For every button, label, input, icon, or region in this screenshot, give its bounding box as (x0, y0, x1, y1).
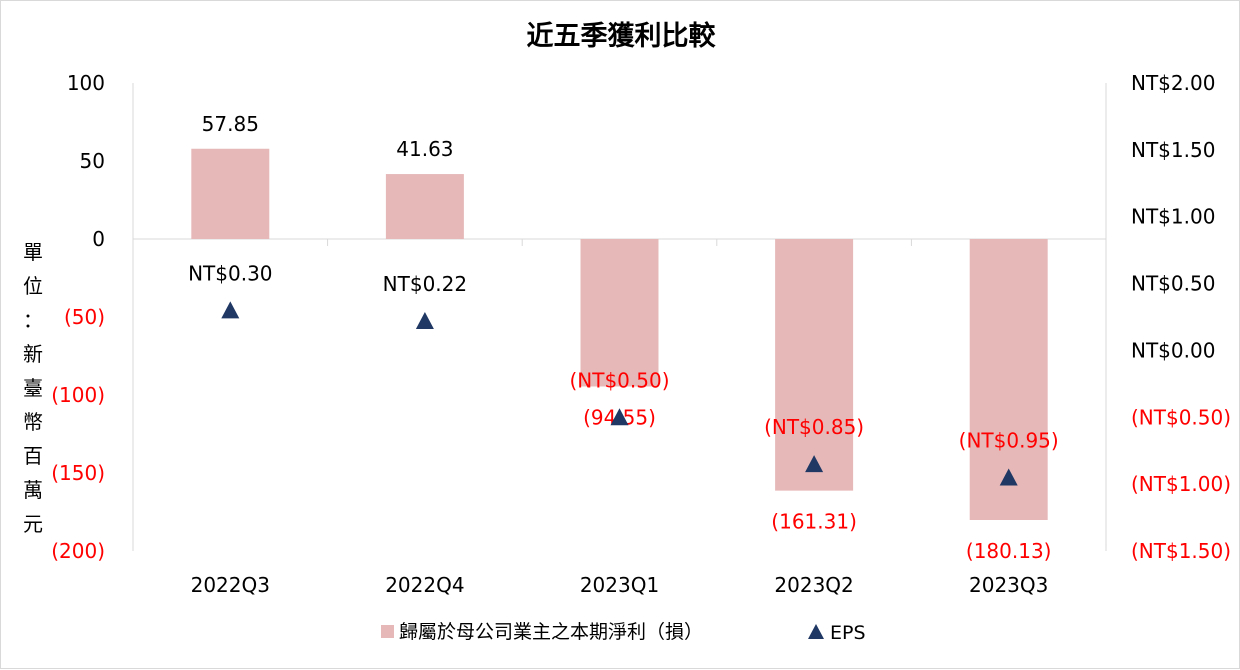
eps-marker-2022q4 (415, 312, 434, 330)
y-axis-unit-char: 幣 (23, 410, 43, 434)
eps-markers-group (221, 301, 1018, 486)
legend-eps-label: EPS (830, 622, 866, 644)
bar-2023q2 (775, 239, 854, 491)
legend-bar-label: 歸屬於母公司業主之本期淨利（損） (399, 621, 703, 643)
legend-eps-swatch (808, 624, 824, 639)
y2-tick-label: NT$0.50 (1131, 272, 1215, 296)
y2-tick-label: NT$2.00 (1131, 71, 1215, 95)
y2-tick-label: NT$0.00 (1131, 338, 1215, 362)
eps-labels-group: NT$0.30 NT$0.22 (NT$0.50) (NT$0.85) (NT$0.95… (188, 261, 1059, 452)
axes: 100 50 0 (50) (100) (150) (200) NT$2.00 NT$1.50 N… (51, 71, 1231, 563)
eps-marker-2023q1 (610, 408, 629, 426)
eps-data-label: (NT$0.85) (764, 415, 864, 439)
eps-data-label: NT$0.30 (188, 261, 272, 285)
y-tick-label: (150) (51, 461, 105, 485)
bar-data-label: (161.31) (771, 510, 857, 534)
y-axis-unit-char: 百 (23, 444, 43, 468)
y-axis-unit-char: 萬 (23, 478, 43, 502)
bar-data-label: 41.63 (396, 137, 453, 161)
y-axis-unit-char: 新 (23, 342, 43, 366)
chart-title: 近五季獲利比較 (527, 20, 717, 52)
x-tick-label: 2023Q3 (969, 573, 1048, 597)
bar-2022q4 (385, 174, 464, 239)
y-axis-unit-char: 單 (23, 240, 43, 264)
x-tick-labels-group: 2022Q3 2022Q4 2023Q1 2023Q2 2023Q3 (191, 573, 1049, 597)
eps-marker-2023q3 (999, 468, 1018, 486)
bars-group (191, 148, 1048, 521)
eps-marker-2023q2 (805, 455, 824, 473)
y2-tick-label: (NT$1.00) (1131, 472, 1231, 496)
bar-data-label: (180.13) (966, 539, 1052, 563)
y-tick-label: (50) (64, 305, 105, 329)
y-tick-label: 50 (80, 149, 105, 173)
x-tick-label: 2022Q3 (191, 573, 270, 597)
y2-tick-label: NT$1.50 (1131, 138, 1215, 162)
y2-tick-label: NT$1.00 (1131, 205, 1215, 229)
y-tick-label: (200) (51, 539, 105, 563)
legend: 歸屬於母公司業主之本期淨利（損） EPS (381, 621, 866, 644)
eps-data-label: (NT$0.95) (959, 428, 1059, 452)
y-tick-label: 0 (92, 227, 105, 251)
y-axis-unit-char: 元 (23, 512, 43, 536)
eps-marker-2022q3 (221, 301, 240, 319)
x-tick-label: 2022Q4 (385, 573, 464, 597)
y-axis-unit-char: 臺 (23, 376, 43, 400)
x-tick-label: 2023Q1 (580, 573, 659, 597)
eps-data-label: (NT$0.50) (569, 368, 669, 392)
y-tick-label: (100) (51, 383, 105, 407)
y2-tick-label: (NT$0.50) (1131, 405, 1231, 429)
y-tick-label: 100 (67, 71, 105, 95)
y-axis-unit-char: ： (23, 308, 43, 332)
legend-bar-swatch (381, 625, 394, 638)
eps-data-label: NT$0.22 (383, 272, 467, 296)
y-axis-unit-char: 位 (23, 274, 43, 298)
bar-data-label: 57.85 (202, 112, 259, 136)
x-tick-label: 2023Q2 (774, 573, 853, 597)
y2-tick-label: (NT$1.50) (1131, 539, 1231, 563)
bar-2022q3 (191, 148, 270, 239)
bar-2023q1 (580, 239, 659, 387)
